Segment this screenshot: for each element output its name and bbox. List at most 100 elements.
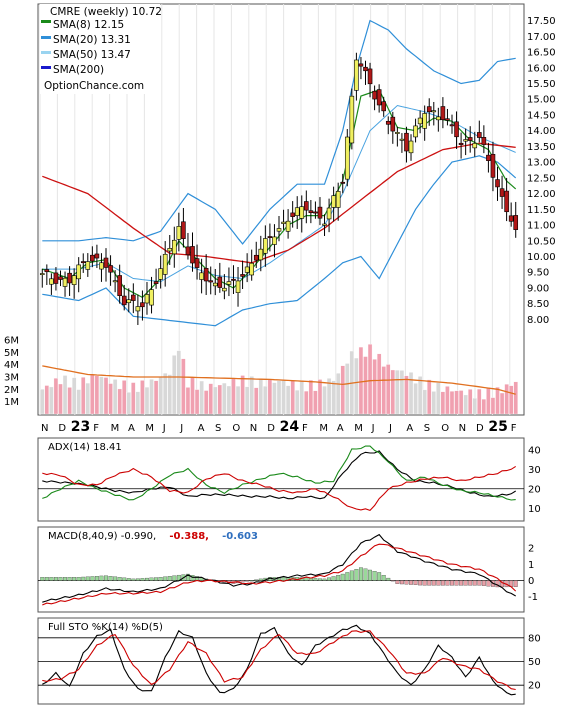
macd-hist-bar <box>418 580 423 586</box>
macd-hist-bar <box>495 580 500 588</box>
candle-body <box>108 265 113 273</box>
volume-tick-label: 3M <box>4 372 19 383</box>
volume-bar <box>458 390 464 415</box>
x-tick-label: A <box>406 423 413 434</box>
candle-body <box>317 206 323 219</box>
volume-bar <box>204 390 209 415</box>
volume-bar <box>49 386 54 415</box>
candle-body <box>436 116 441 121</box>
candle-body <box>326 207 332 220</box>
candle-body <box>199 272 204 280</box>
macd-hist-value: -0.603 <box>222 531 258 542</box>
series-line-adx <box>42 450 516 500</box>
series-line-d <box>42 630 516 691</box>
candle-body <box>276 228 282 232</box>
candle-body <box>422 113 427 129</box>
candle-body <box>354 59 359 91</box>
price-tick-label: 13.00 <box>527 158 556 169</box>
candle-body <box>162 253 168 275</box>
volume-bar <box>267 379 273 415</box>
volume-bar <box>149 379 154 415</box>
volume-bar <box>190 377 195 415</box>
candle-body <box>67 272 72 284</box>
candle-body <box>308 210 314 214</box>
candlesticks <box>39 52 519 325</box>
candle-body <box>290 212 295 217</box>
macd-hist-bar <box>90 576 95 581</box>
macd-hist-bar <box>363 568 368 581</box>
panel-tick-label: 2 <box>528 544 534 555</box>
macd-hist-bar <box>422 580 427 586</box>
x-tick-label: S <box>215 423 221 434</box>
candle-body <box>62 277 68 287</box>
candle-body <box>231 278 236 281</box>
macd-hist-bar <box>258 578 263 581</box>
macd-hist-bar <box>145 577 149 581</box>
macd-hist-bar <box>40 577 45 581</box>
volume-bar <box>53 378 59 415</box>
x-tick-label: 25 <box>488 419 507 435</box>
candle-body <box>477 132 482 138</box>
volume-bar <box>399 370 405 415</box>
chart-title: CMRE (weekly) 10.72 <box>50 6 162 18</box>
candle-body <box>222 287 227 292</box>
candle-body <box>463 139 468 142</box>
bollinger-mid-line <box>42 104 516 283</box>
volume-bar <box>108 383 113 415</box>
macd-hist-bar <box>249 580 254 582</box>
candle-body <box>404 132 409 152</box>
volume-bar <box>445 386 450 415</box>
panel-tick-label: 10 <box>528 504 541 515</box>
macd-hist-bar <box>85 576 90 581</box>
volume-bar <box>386 364 391 415</box>
candle-body <box>76 264 81 280</box>
volume-bar <box>135 391 141 415</box>
volume-bar <box>317 379 323 415</box>
macd-hist-bar <box>122 577 127 581</box>
macd-hist-bar <box>94 576 99 581</box>
volume-average-line <box>42 365 516 395</box>
candle-body <box>249 262 254 276</box>
candle-body <box>135 306 141 312</box>
watermark: OptionChance.com <box>44 80 144 92</box>
candle-body <box>117 275 122 296</box>
volume-bar <box>272 382 277 415</box>
macd-hist-bar <box>445 580 450 586</box>
candle-body <box>472 143 478 149</box>
candle-body <box>376 89 382 106</box>
macd-hist-bar <box>454 580 459 586</box>
panel-tick-label: 30 <box>528 465 541 476</box>
volume-bar <box>194 389 200 415</box>
volume-bar <box>417 376 423 415</box>
volume-bar <box>176 350 181 415</box>
price-grid <box>39 4 511 415</box>
candle-body <box>281 221 286 224</box>
volume-bar <box>58 383 63 415</box>
volume-bar <box>390 369 395 415</box>
volume-bar <box>363 356 368 415</box>
x-tick-label: F <box>511 423 517 434</box>
candle-body <box>458 142 464 145</box>
legend-box <box>40 4 160 94</box>
macd-hist-bar <box>322 578 327 581</box>
macd-hist-bar <box>331 576 336 581</box>
macd-hist-bar <box>76 577 81 581</box>
volume-bar <box>153 380 159 415</box>
volume-bar <box>158 376 163 415</box>
macd-hist-bar <box>390 580 395 582</box>
macd-hist-bar <box>413 580 418 585</box>
candle-body <box>103 257 109 268</box>
price-tick-label: 9.00 <box>527 283 549 294</box>
volume-bar <box>235 386 241 415</box>
x-tick-label: M <box>145 423 154 434</box>
price-tick-label: 12.50 <box>527 173 556 184</box>
macd-hist-bar <box>44 577 49 581</box>
series-line-di <box>42 465 516 512</box>
macd-hist-bar <box>340 573 345 581</box>
volume-bar <box>381 366 386 415</box>
legend-swatch-sma8 <box>41 20 51 23</box>
volume-bar <box>413 383 418 415</box>
macd-lines <box>42 533 517 606</box>
x-tick-label: J <box>388 423 392 434</box>
volume-bar <box>172 355 177 415</box>
